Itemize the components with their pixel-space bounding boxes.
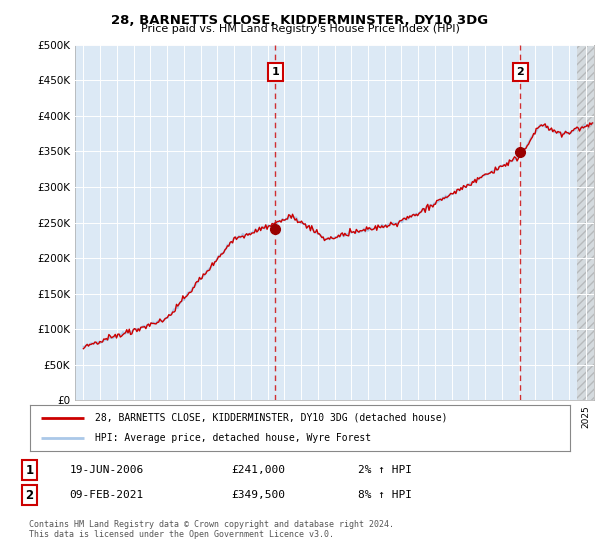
Text: £349,500: £349,500 bbox=[231, 490, 285, 500]
Bar bbox=[577, 45, 600, 400]
Text: 28, BARNETTS CLOSE, KIDDERMINSTER, DY10 3DG (detached house): 28, BARNETTS CLOSE, KIDDERMINSTER, DY10 … bbox=[95, 413, 448, 423]
Text: 2% ↑ HPI: 2% ↑ HPI bbox=[358, 465, 412, 475]
Text: 8% ↑ HPI: 8% ↑ HPI bbox=[358, 490, 412, 500]
Text: Contains HM Land Registry data © Crown copyright and database right 2024.
This d: Contains HM Land Registry data © Crown c… bbox=[29, 520, 394, 539]
Bar bbox=[577, 45, 600, 400]
Text: £241,000: £241,000 bbox=[231, 465, 285, 475]
Text: Price paid vs. HM Land Registry's House Price Index (HPI): Price paid vs. HM Land Registry's House … bbox=[140, 24, 460, 34]
Text: 2: 2 bbox=[517, 67, 524, 77]
Text: 09-FEB-2021: 09-FEB-2021 bbox=[70, 490, 144, 500]
Text: 1: 1 bbox=[25, 464, 34, 477]
Text: 19-JUN-2006: 19-JUN-2006 bbox=[70, 465, 144, 475]
Text: 2: 2 bbox=[25, 489, 34, 502]
Text: 1: 1 bbox=[272, 67, 279, 77]
Text: 28, BARNETTS CLOSE, KIDDERMINSTER, DY10 3DG: 28, BARNETTS CLOSE, KIDDERMINSTER, DY10 … bbox=[112, 14, 488, 27]
Text: HPI: Average price, detached house, Wyre Forest: HPI: Average price, detached house, Wyre… bbox=[95, 433, 371, 443]
